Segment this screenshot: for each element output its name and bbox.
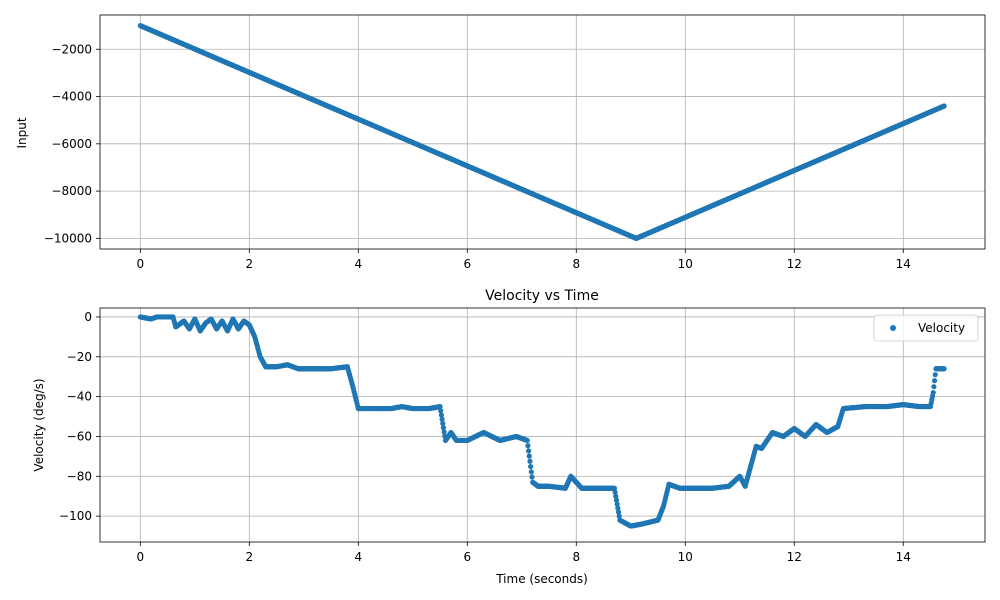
data-point	[440, 420, 446, 427]
x-tick-label: 6	[463, 257, 471, 271]
y-tick-label: −2000	[51, 42, 92, 56]
data-point	[526, 453, 532, 459]
x-tick-label: 2	[245, 257, 253, 271]
data-point	[612, 489, 618, 495]
data-point	[941, 366, 947, 372]
y-tick-label: −4000	[51, 90, 92, 104]
y-tick-label: −8000	[51, 184, 92, 198]
y-tick-label: −80	[67, 469, 92, 483]
input-gridlines	[100, 15, 985, 249]
data-point	[930, 390, 936, 396]
input-series	[137, 23, 947, 241]
velocity-axes-frame	[99, 307, 986, 543]
input-subplot: 0 2 4 6 8 10 12 14 −2000 −4000 −6000 −8000 −10000 I…	[15, 14, 986, 271]
y-tick-label: −20	[67, 350, 92, 364]
x-tick-label: 0	[137, 257, 145, 271]
data-point	[941, 103, 947, 109]
data-point	[526, 448, 532, 454]
y-tick-label: −6000	[51, 137, 92, 151]
x-tick-label: 4	[354, 257, 362, 271]
data-point	[529, 474, 535, 480]
data-point	[614, 501, 620, 507]
x-tick-label: 8	[572, 550, 580, 564]
velocity-series	[137, 314, 947, 529]
data-point	[528, 463, 534, 470]
data-point	[611, 485, 618, 491]
x-tick-label: 0	[137, 550, 145, 564]
x-tick-label: 4	[354, 550, 362, 564]
legend-marker	[890, 325, 896, 331]
x-tick-label: 6	[463, 550, 471, 564]
x-tick-label: 10	[678, 550, 693, 564]
x-tick-label: 2	[245, 550, 253, 564]
data-point	[931, 378, 938, 384]
x-tick-label: 8	[572, 257, 580, 271]
input-y-axis-label: Input	[15, 117, 29, 148]
data-point	[615, 505, 621, 511]
data-point	[528, 469, 534, 475]
data-point	[613, 497, 620, 503]
input-y-ticks: −2000 −4000 −6000 −8000 −10000	[44, 42, 100, 245]
x-tick-label: 14	[896, 550, 911, 564]
input-x-ticks: 0 2 4 6 8 10 12 14	[137, 249, 911, 271]
x-tick-label: 12	[787, 257, 802, 271]
y-tick-label: −100	[59, 509, 92, 523]
y-tick-label: −60	[67, 429, 92, 443]
data-point	[441, 429, 447, 435]
data-point	[437, 403, 443, 410]
velocity-y-axis-label: Velocity (deg/s)	[32, 378, 46, 471]
x-tick-label: 12	[787, 550, 802, 564]
y-tick-label: 0	[84, 310, 92, 324]
x-tick-label: 14	[896, 257, 911, 271]
data-point	[525, 443, 531, 449]
legend-label-velocity: Velocity	[918, 321, 965, 335]
y-tick-label: −40	[67, 390, 92, 404]
data-point	[438, 408, 444, 414]
data-point	[524, 437, 530, 444]
data-point	[440, 425, 447, 431]
data-point	[931, 384, 937, 390]
data-point	[616, 513, 622, 519]
legend: Velocity	[873, 314, 979, 342]
y-tick-label: −10000	[44, 231, 92, 245]
data-point	[932, 372, 938, 378]
input-axes-frame	[99, 14, 986, 250]
data-point	[438, 412, 445, 418]
x-tick-label: 10	[678, 257, 693, 271]
data-point	[613, 493, 619, 499]
velocity-x-ticks: 0 2 4 6 8 10 12 14	[137, 542, 911, 564]
data-point	[439, 416, 445, 422]
velocity-subplot: Velocity vs Time 0 2 4 6 8 10 12 14 0 −20 −40 −60 −…	[32, 288, 986, 586]
data-point	[527, 458, 533, 464]
velocity-chart-title: Velocity vs Time	[485, 288, 599, 304]
velocity-y-ticks: 0 −20 −40 −60 −80 −100	[59, 310, 100, 523]
legend-box	[873, 314, 979, 342]
data-point	[615, 509, 622, 515]
velocity-gridlines	[100, 308, 985, 542]
velocity-x-axis-label: Time (seconds)	[495, 572, 588, 586]
